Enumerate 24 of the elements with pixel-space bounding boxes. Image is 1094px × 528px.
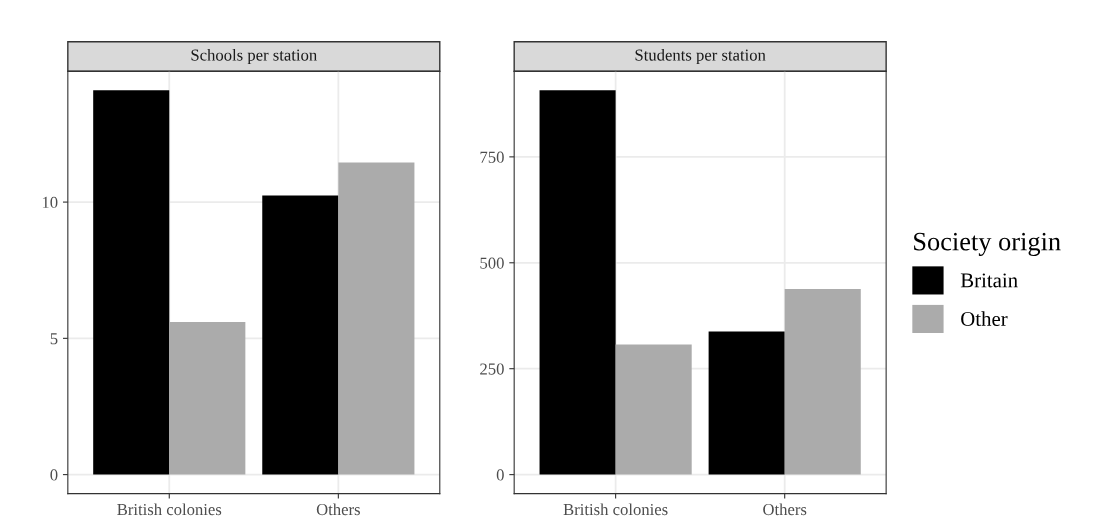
- legend-label: Britain: [960, 273, 1018, 288]
- legend-label: Other: [961, 311, 1008, 326]
- x-tick-label: British colonies: [117, 503, 222, 516]
- bar: [539, 90, 616, 475]
- chart-title: Schools per station: [191, 48, 317, 65]
- bar: [93, 90, 170, 475]
- y-tick-label: 250: [480, 363, 504, 375]
- legend-title: Society origin: [914, 232, 1061, 256]
- x-tick-label: Others: [763, 503, 807, 516]
- y-tick-label: 500: [480, 257, 504, 269]
- y-tick-label: 750: [480, 151, 504, 163]
- bar: [338, 162, 415, 475]
- y-tick-label: 5: [50, 333, 58, 345]
- y-tick-label: 0: [50, 469, 58, 481]
- y-tick-label: 0: [496, 469, 504, 481]
- bar: [615, 344, 692, 475]
- bar: [708, 331, 785, 475]
- x-tick-label: Others: [316, 503, 360, 516]
- y-tick-label: 10: [42, 196, 58, 209]
- bar: [169, 321, 246, 475]
- bar: [262, 195, 339, 475]
- chart-title: Students per station: [635, 48, 766, 65]
- x-tick-label: British colonies: [563, 503, 668, 516]
- bar: [784, 289, 861, 475]
